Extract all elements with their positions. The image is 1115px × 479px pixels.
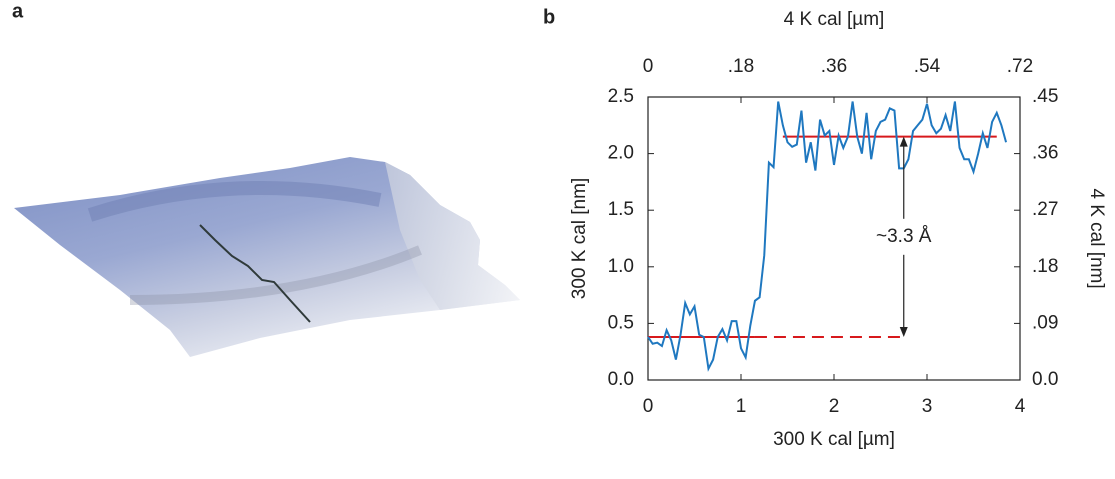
y-tick-label: 2.5 <box>608 86 634 107</box>
x-tick-label: 3 <box>922 396 933 417</box>
y2-tick-label: .18 <box>1032 256 1058 277</box>
x-tick-label: 0 <box>643 396 654 417</box>
x-tick-label: 2 <box>829 396 840 417</box>
y2-tick-label: .36 <box>1032 143 1058 164</box>
annotation: ~3.3 Å <box>876 226 932 247</box>
y2-axis-title: 4 K cal [nm] <box>1086 188 1107 288</box>
y2-tick-label: .09 <box>1032 312 1058 333</box>
y2-tick-label: 0.0 <box>1032 369 1058 390</box>
x-tick-label: 1 <box>736 396 747 417</box>
y-axis-title: 300 K cal [nm] <box>569 178 590 299</box>
x2-tick-label: .72 <box>1007 56 1033 77</box>
y-tick-label: 0.0 <box>608 369 634 390</box>
y2-tick-label: .45 <box>1032 86 1058 107</box>
x-axis-title: 300 K cal [µm] <box>773 429 895 450</box>
x2-axis-title: 4 K cal [µm] <box>784 9 885 30</box>
panel-label: a <box>12 0 24 22</box>
y-tick-label: 1.0 <box>608 256 634 277</box>
x2-tick-label: .54 <box>914 56 941 77</box>
arrow-head <box>899 136 908 147</box>
arrow-head <box>899 326 908 337</box>
x2-tick-label: .18 <box>728 56 754 77</box>
x2-tick-label: .36 <box>821 56 847 77</box>
y-tick-label: 0.5 <box>608 312 634 333</box>
x-tick-label: 4 <box>1015 396 1026 417</box>
y2-tick-label: .27 <box>1032 199 1058 220</box>
data-line <box>647 101 1008 372</box>
x2-tick-label: 0 <box>643 56 654 77</box>
y-tick-label: 2.0 <box>608 143 634 164</box>
y-tick-label: 1.5 <box>608 199 634 220</box>
panel-label: b <box>543 6 555 28</box>
surface-render <box>14 157 520 357</box>
